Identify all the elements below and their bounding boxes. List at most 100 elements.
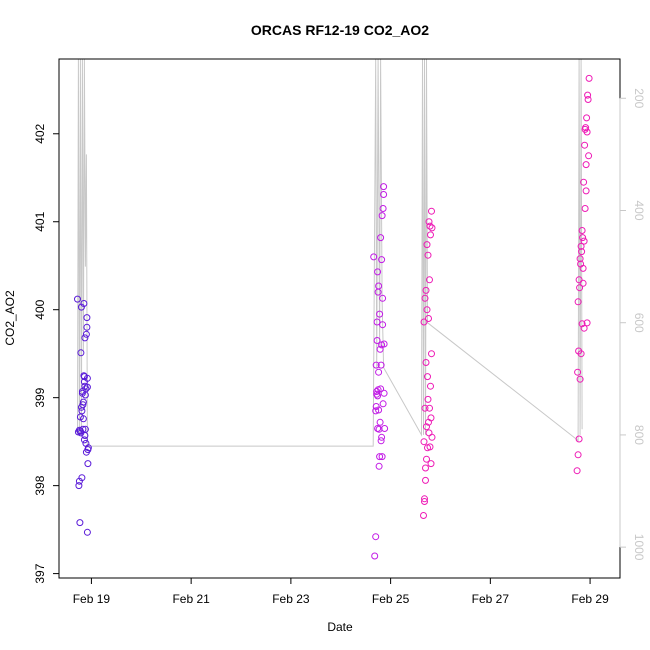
data-point [380,340,388,348]
data-point [372,361,380,369]
data-point [574,368,582,376]
data-point [75,482,83,490]
data-point [80,300,88,307]
data-point [576,284,584,292]
data-point [584,91,592,99]
data-point [425,315,432,322]
y-tick-label: 400 [33,299,47,319]
chart-title: ORCAS RF12-19 CO2_AO2 [251,22,429,38]
y-tick-label: 398 [33,475,47,495]
data-point [375,406,383,414]
data-point [420,438,428,446]
x-axis: Feb 19 Feb 21 Feb 23 Feb 25 Feb 27 Feb 29 [73,577,609,606]
data-point [581,205,589,212]
data-point [427,231,434,239]
data-point [83,383,91,391]
data-point [81,425,89,433]
y-tick-label: 402 [33,123,47,143]
data-point [375,282,383,290]
data-point [424,251,432,259]
x-tick-label: Feb 29 [571,592,609,606]
data-point [421,404,429,412]
data-point [426,276,433,284]
data-point [426,404,433,412]
data-point [377,437,385,445]
data-point [378,433,386,441]
data-point [379,321,387,329]
data-point [421,294,429,302]
data-point [583,319,591,327]
data-point [378,453,386,461]
x-tick-label: Feb 21 [172,592,210,606]
data-point [83,323,91,331]
data-point [373,337,381,344]
data-point [372,533,380,541]
data-point [380,191,388,198]
data-point [80,372,88,380]
x-tick-label: Feb 25 [372,592,410,606]
data-point [377,234,385,242]
data-point [425,418,432,426]
data-point [379,294,387,302]
data-point [380,183,388,191]
data-point [422,464,429,472]
x-tick-label: Feb 19 [73,592,111,606]
data-point [84,446,92,454]
x-tick-label: Feb 23 [272,592,310,606]
data-point [380,389,388,397]
data-point [82,330,90,338]
data-point [577,242,585,250]
data-points-layer [74,74,593,560]
data-point [424,395,432,403]
y-axis-label: CO2_AO2 [3,290,17,346]
data-point [423,423,430,431]
data-point [579,264,587,272]
data-point [584,96,592,103]
data-point [425,218,433,226]
secondary-series-line [77,58,583,447]
data-point [427,382,434,390]
right-axis: 200 400 600 800 1000 [619,88,646,561]
data-point [428,433,436,441]
data-point [425,429,433,437]
data-point [83,528,91,536]
data-point [378,256,386,264]
right-tick-label: 200 [632,88,646,108]
data-point [376,345,384,353]
data-point [428,207,435,215]
data-point [581,141,589,149]
data-point [580,237,588,245]
data-point [578,248,586,256]
data-point [374,392,382,400]
data-point [420,318,428,326]
right-tick-label: 1000 [632,534,646,561]
data-point [372,403,380,410]
data-point [423,455,430,463]
data-point [371,552,379,560]
data-point [423,241,431,249]
right-tick-label: 400 [632,200,646,220]
data-point [373,388,381,395]
data-point [573,467,581,475]
data-point [576,375,584,383]
data-point [422,476,429,484]
secondary-series-layer [77,58,583,447]
y-tick-label: 399 [33,387,47,407]
data-point [574,298,582,306]
data-point [423,306,431,314]
data-point [426,222,434,230]
data-point [422,286,430,294]
right-tick-label: 800 [632,425,646,445]
data-point [580,178,588,186]
data-point [421,495,428,503]
data-point [77,349,85,357]
data-point [376,418,384,426]
y-tick-label: 397 [33,563,47,583]
data-point [381,425,389,432]
data-point [583,114,591,122]
data-point [585,152,593,160]
data-point [575,435,583,443]
data-point [78,388,86,395]
data-point [375,368,383,376]
